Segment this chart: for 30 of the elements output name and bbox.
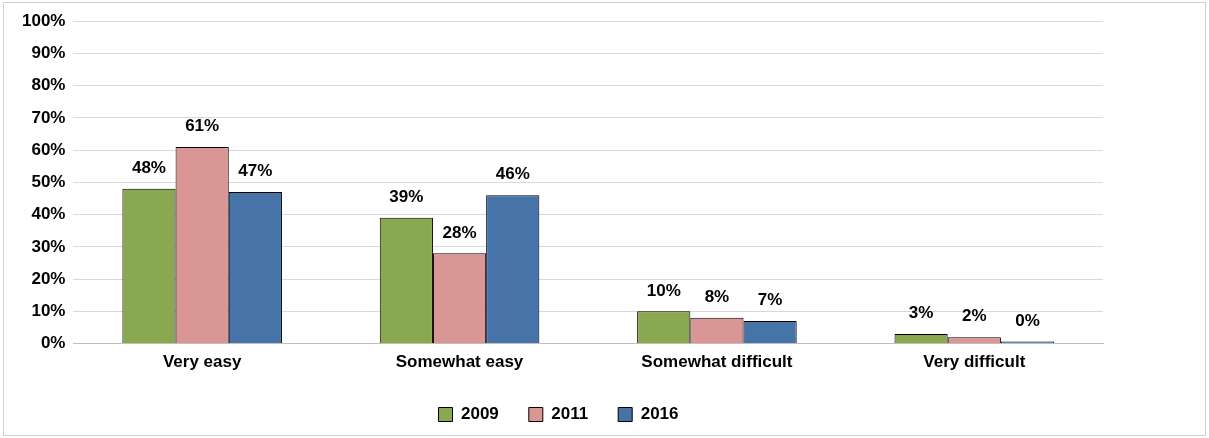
y-tick-label: 50%	[31, 172, 66, 192]
data-label: 10%	[646, 280, 681, 300]
x-tick-label: Somewhat easy	[395, 352, 524, 372]
y-tick-label: 60%	[31, 139, 66, 159]
data-label: 2%	[962, 306, 987, 326]
y-tick-label: 40%	[31, 204, 66, 224]
data-label: 48%	[131, 158, 166, 178]
y-tick-label: 0%	[40, 333, 66, 353]
data-label: 3%	[908, 303, 934, 323]
data-label: 28%	[442, 222, 477, 242]
x-tick-label: Very easy	[162, 352, 242, 372]
data-label: 0%	[1015, 310, 1040, 330]
legend-label: 2009	[460, 404, 499, 424]
y-tick-label: 100%	[22, 10, 66, 30]
x-tick-label: Somewhat difficult	[641, 352, 793, 372]
data-label: 39%	[389, 187, 424, 207]
y-tick-label: 30%	[31, 236, 66, 256]
data-label: 47%	[238, 161, 273, 181]
data-label: 61%	[185, 116, 220, 136]
legend-label: 2011	[551, 404, 589, 424]
data-label: 7%	[757, 290, 783, 310]
x-tick-label: Very difficult	[923, 352, 1026, 372]
y-tick-label: 90%	[31, 43, 66, 63]
data-label: 46%	[495, 164, 530, 184]
y-tick-label: 20%	[31, 268, 66, 288]
y-tick-label: 80%	[31, 75, 66, 95]
legend-label: 2016	[640, 404, 679, 424]
data-label: 8%	[704, 287, 730, 306]
y-tick-label: 70%	[31, 107, 66, 127]
y-tick-label: 10%	[31, 301, 66, 321]
